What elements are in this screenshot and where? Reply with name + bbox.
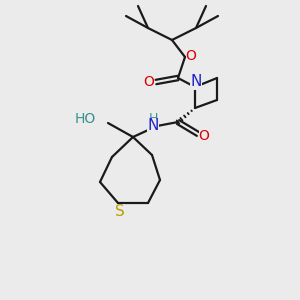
Text: N: N [147, 118, 159, 134]
Text: O: O [144, 75, 154, 89]
Text: S: S [115, 203, 125, 218]
Text: N: N [190, 74, 202, 89]
Text: O: O [186, 49, 196, 63]
Text: H: H [148, 112, 158, 124]
Text: HO: HO [75, 112, 96, 126]
Text: O: O [199, 129, 209, 143]
